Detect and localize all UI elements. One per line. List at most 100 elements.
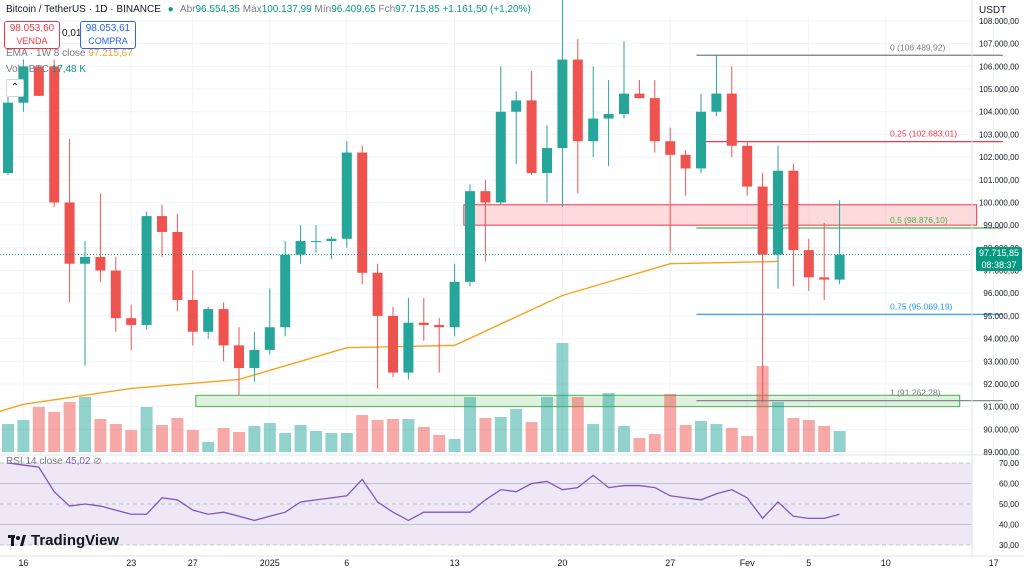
y-tick-label: 95.000,00 [983, 312, 1019, 321]
currency-label[interactable]: USDT [979, 5, 1007, 16]
volume-bar [679, 425, 692, 452]
ema-layer [0, 260, 779, 412]
symbol-legend[interactable]: Bitcoin / TetherUS · 1D · BINANCE ● Abr9… [6, 4, 531, 15]
fib-level-label: 0,75 (95.069,19) [890, 301, 953, 311]
volume-bar [32, 407, 45, 452]
rsi-layer [0, 462, 972, 546]
volume-bar [125, 430, 138, 452]
rsi-value: 45,02 [65, 456, 91, 467]
volume-bar [433, 435, 446, 452]
tradingview-logo[interactable]: TradingView [8, 532, 119, 549]
volume-bar [756, 366, 769, 452]
volume-legend[interactable]: Vol · BTC 17,48 K [6, 64, 86, 75]
candle-body [572, 59, 583, 142]
candle-body [603, 114, 614, 119]
candle-body [218, 309, 229, 346]
volume-bar [294, 425, 307, 452]
candle-body [388, 315, 398, 373]
candle-body [434, 324, 445, 328]
sell-label: VENDA [16, 36, 48, 46]
y-tick-label: 97.000,00 [983, 267, 1019, 276]
y-tick-label: 99.000,00 [983, 221, 1019, 230]
brand-name: TradingView [31, 532, 120, 549]
x-tick-label: 23 [126, 558, 136, 568]
candle-body [3, 102, 13, 173]
high-value: 100.137,99 [261, 4, 312, 15]
eye-icon[interactable]: ⊘ [93, 456, 102, 467]
ema-legend[interactable]: EMA · 1W 8 close 97.215,67 [6, 48, 133, 59]
y-tick-label: 96.000,00 [983, 289, 1019, 298]
volume-bar [833, 431, 846, 452]
candle-body [187, 300, 198, 332]
sell-button[interactable]: 98.053,60 VENDA [4, 21, 60, 49]
rsi-line [7, 462, 840, 522]
volume-bar [479, 418, 492, 452]
y-tick-label: 94.000,00 [983, 335, 1019, 344]
volume-bar [310, 431, 322, 452]
spread-value: 0,01 [62, 28, 82, 39]
buy-button[interactable]: 98.053,61 COMPRA [80, 21, 136, 49]
volume-bar [772, 402, 784, 452]
candle-body [834, 254, 845, 280]
candle-body [264, 327, 275, 350]
y-tick-label: 108.000,00 [979, 17, 1020, 26]
last-price: 97.715,85 [978, 248, 1020, 258]
candle-body [203, 309, 214, 332]
close-label: Fch [378, 4, 396, 15]
volume-bar [818, 426, 831, 452]
volume-bar [202, 442, 215, 452]
low-label: Mín [314, 4, 332, 15]
change-dot: ● [167, 4, 174, 15]
candle-body [696, 111, 706, 169]
candle-body [542, 148, 552, 173]
candle-body [249, 349, 260, 369]
volume-bar [494, 417, 507, 452]
x-tick-label: 10 [881, 558, 891, 568]
symbol-title: Bitcoin / TetherUS · 1D · BINANCE [6, 4, 161, 15]
candle-body [773, 170, 783, 255]
volume-bar [541, 397, 553, 452]
candle-body [526, 100, 537, 173]
volume-bar [171, 418, 184, 452]
candle-body [326, 238, 337, 242]
volume-bar [448, 439, 461, 452]
volume-layer [2, 343, 846, 452]
candle-body [588, 118, 599, 142]
tradingview-mark-icon [8, 534, 26, 546]
volume-bar [417, 427, 430, 452]
candle-body [403, 322, 414, 373]
rsi-legend[interactable]: RSI 14 close 45,02 ⊘ [6, 456, 102, 467]
x-tick-label: 27 [665, 558, 675, 568]
y-tick-label: 104.000,00 [979, 108, 1020, 117]
candle-body [726, 93, 737, 146]
candle-body [341, 152, 352, 239]
candle-body [357, 152, 368, 273]
x-tick-label: 16 [18, 558, 28, 568]
volume-bar [48, 412, 61, 452]
x-tick-label: 13 [450, 558, 460, 568]
candle-body [295, 241, 306, 255]
candle-countdown: 08:38:37 [981, 260, 1017, 270]
collapse-chevron-icon[interactable]: ⌃ [6, 79, 24, 97]
rsi-tick-label: 50,00 [999, 500, 1020, 509]
x-tick-label: 6 [344, 558, 349, 568]
fib-level-label: 0,25 (102.683,01) [890, 129, 957, 139]
candle-body [619, 93, 629, 115]
zones-layer [195, 204, 978, 408]
candles-layer [0, 0, 972, 403]
rsi-tick-label: 40,00 [999, 521, 1020, 530]
volume-bar [648, 434, 661, 452]
candle-body [742, 145, 753, 187]
y-tick-label: 90.000,00 [983, 425, 1019, 434]
x-tick-label: 27 [188, 558, 198, 568]
volume-bar [802, 420, 815, 452]
volume-bar [371, 420, 384, 452]
candle-body [649, 98, 660, 142]
fibonacci-layer: 0 (106.489,92) 0,25 (102.683,01) 0,5 (98.8… [696, 42, 1003, 402]
candle-body [280, 254, 291, 328]
volume-bar [741, 436, 754, 452]
y-tick-label: 107.000,00 [979, 40, 1020, 49]
candle-body [665, 141, 676, 155]
y-tick-label: 93.000,00 [983, 357, 1019, 366]
